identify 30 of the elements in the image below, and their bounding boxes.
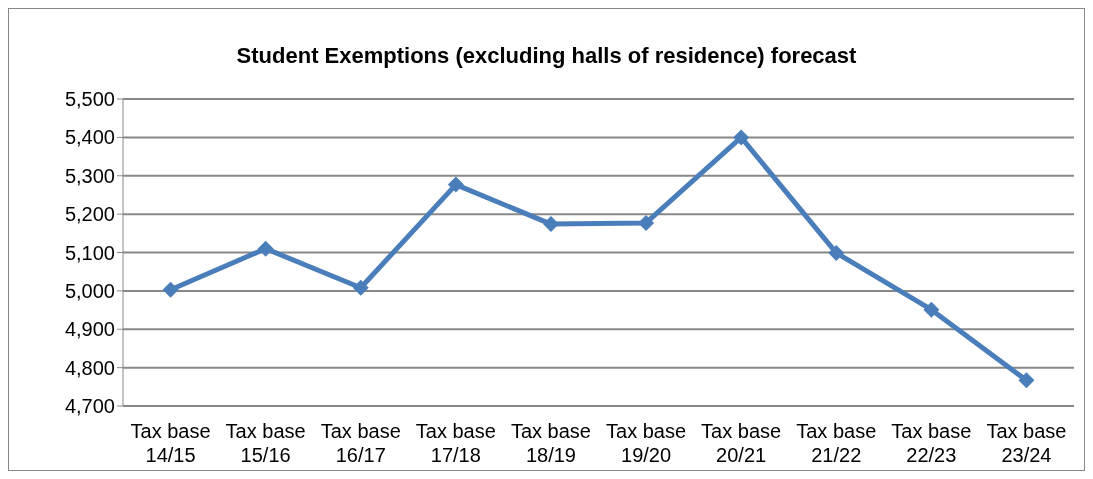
x-tick-label: Tax base 18/19 xyxy=(510,420,591,466)
y-tick-label: 5,500 xyxy=(64,88,115,111)
point xyxy=(257,240,274,257)
point xyxy=(1018,372,1035,389)
x-tick-label: Tax base 23/24 xyxy=(986,420,1067,466)
point xyxy=(542,216,559,233)
x-tick-label: Tax base 20/21 xyxy=(701,420,782,466)
y-tick-label: 4,700 xyxy=(64,395,115,418)
point xyxy=(828,244,845,261)
point xyxy=(638,214,655,231)
point xyxy=(162,281,179,298)
point xyxy=(447,176,464,193)
y-tick-label: 5,100 xyxy=(64,241,115,264)
y-tick-label: 5,400 xyxy=(64,126,115,149)
x-tick-label: Tax base 22/23 xyxy=(891,420,972,466)
point xyxy=(733,129,750,146)
x-tick-label: Tax base 15/16 xyxy=(225,420,306,466)
y-tick-label: 4,900 xyxy=(64,318,115,341)
y-tick-label: 5,200 xyxy=(64,203,115,226)
x-tick-label: Tax base 21/22 xyxy=(796,420,877,466)
chart-title: Student Exemptions (excluding halls of residence) forecast xyxy=(235,42,858,70)
y-tick-label: 5,000 xyxy=(64,279,115,302)
y-tick-label: 4,800 xyxy=(64,356,115,379)
point xyxy=(352,279,369,296)
x-tick-label: Tax base 16/17 xyxy=(320,420,401,466)
point xyxy=(923,301,940,318)
x-tick-label: Tax base 19/20 xyxy=(606,420,687,466)
y-tick-label: 5,300 xyxy=(64,164,115,187)
x-tick-label: Tax base 14/15 xyxy=(130,420,211,466)
x-tick-label: Tax base 17/18 xyxy=(415,420,496,466)
